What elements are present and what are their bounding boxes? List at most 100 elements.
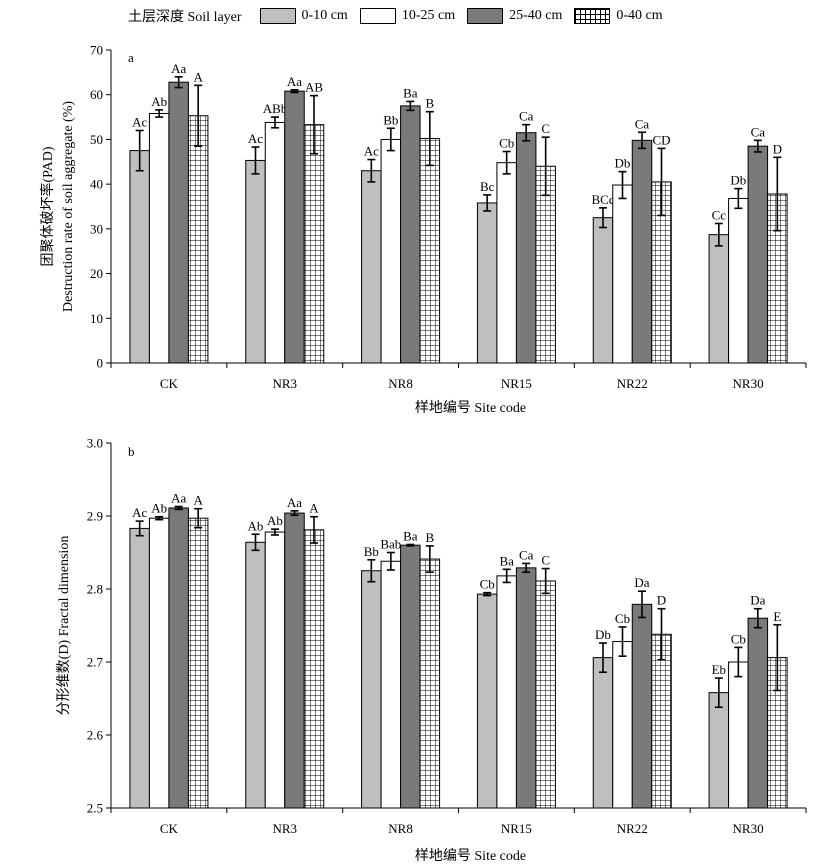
panel-label: b bbox=[128, 444, 135, 459]
bar-0-40cm bbox=[303, 124, 325, 364]
significance-label: Cc bbox=[712, 207, 727, 222]
significance-label: BCc bbox=[591, 192, 614, 207]
significance-label: Ab bbox=[248, 518, 264, 533]
significance-label: Aa bbox=[171, 61, 186, 76]
bar-0-10cm bbox=[129, 527, 150, 809]
significance-label: D bbox=[773, 141, 782, 156]
legend-swatch-0-40cm bbox=[574, 8, 611, 24]
y-tick-label: 40 bbox=[90, 177, 103, 192]
significance-label: Cb bbox=[615, 611, 630, 626]
x-tick-label: NR3 bbox=[272, 376, 297, 391]
y-tick-label: 10 bbox=[90, 311, 103, 326]
significance-label: Bb bbox=[383, 112, 398, 127]
significance-label: A bbox=[193, 69, 203, 84]
y-tick-label: 2.9 bbox=[87, 509, 103, 524]
bar-0-10cm bbox=[708, 234, 730, 364]
significance-label: CD bbox=[652, 132, 670, 147]
bar-10-25cm bbox=[148, 517, 170, 809]
significance-label: Ac bbox=[364, 144, 379, 159]
bar-25-40cm bbox=[747, 617, 769, 809]
significance-label: Bab bbox=[380, 537, 401, 552]
bar-0-40cm bbox=[303, 529, 325, 809]
y-tick-label: 2.8 bbox=[87, 582, 103, 597]
bar-25-40cm bbox=[400, 544, 421, 809]
significance-label: A bbox=[193, 493, 203, 508]
legend-swatch-10-25cm bbox=[359, 8, 396, 24]
significance-label: Eb bbox=[712, 662, 726, 677]
y-tick-label: 3.0 bbox=[87, 436, 103, 451]
panel-label: a bbox=[128, 50, 134, 65]
y-axis-label: 团聚体破坏率(PAD) bbox=[39, 146, 56, 266]
y-tick-label: 2.5 bbox=[87, 801, 103, 816]
bar-0-10cm bbox=[592, 217, 614, 364]
chart-panel-a: 0 10 20 30 40 50 60 70 a 团聚体破坏率(PAD) Destruction r… bbox=[39, 43, 807, 416]
bar-10-25cm bbox=[728, 661, 749, 809]
bar-0-10cm bbox=[592, 657, 614, 809]
significance-label: AB bbox=[305, 80, 323, 95]
significance-label: D bbox=[657, 593, 666, 608]
bar-0-40cm bbox=[535, 580, 556, 809]
legend-label-0-10cm: 0-10 cm bbox=[301, 8, 348, 23]
legend-label-10-25cm: 10-25 cm bbox=[401, 8, 456, 23]
legend-item-25-40cm: 25-40 cm bbox=[467, 8, 562, 24]
y-tick-label: 60 bbox=[90, 87, 103, 102]
bar-0-40cm bbox=[419, 558, 441, 809]
y-tick-label: 20 bbox=[90, 266, 103, 281]
x-tick-label: NR22 bbox=[617, 821, 648, 836]
significance-label: Db bbox=[730, 173, 746, 188]
y-tick-label: 30 bbox=[90, 221, 103, 236]
x-tick-label: NR3 bbox=[272, 821, 297, 836]
significance-label: Bb bbox=[364, 544, 379, 559]
legend-item-0-40cm: 0-40 cm bbox=[574, 8, 663, 24]
bar-10-25cm bbox=[496, 162, 517, 364]
significance-label: Ca bbox=[519, 109, 534, 124]
bar-0-10cm bbox=[245, 159, 266, 364]
bar-0-40cm bbox=[419, 138, 441, 364]
bar-10-25cm bbox=[380, 560, 402, 809]
bar-10-25cm bbox=[148, 112, 170, 364]
significance-label: Db bbox=[595, 627, 611, 642]
legend-label-0-40cm: 0-40 cm bbox=[616, 8, 663, 23]
bar-0-10cm bbox=[361, 570, 382, 809]
x-tick-label: NR8 bbox=[388, 376, 413, 391]
significance-label: Ba bbox=[403, 85, 418, 100]
y-axis-label-secondary: Destruction rate of soil aggregate (%) bbox=[61, 101, 76, 312]
significance-label: Aa bbox=[171, 491, 186, 506]
significance-label: B bbox=[425, 96, 434, 111]
chart-panel-b: 2.5 2.6 2.7 2.8 2.9 3.0 b 分形维数(D) Fractal dimen… bbox=[56, 436, 807, 864]
bar-10-25cm bbox=[496, 575, 517, 809]
bar-25-40cm bbox=[515, 567, 537, 809]
bar-0-10cm bbox=[708, 692, 730, 809]
significance-label: Ac bbox=[248, 131, 263, 146]
significance-label: C bbox=[541, 553, 550, 568]
bar-25-40cm bbox=[284, 90, 305, 364]
bar-10-25cm bbox=[380, 138, 402, 364]
bar-0-10cm bbox=[476, 202, 498, 364]
bar-25-40cm bbox=[631, 603, 653, 809]
significance-label: Da bbox=[750, 593, 765, 608]
bar-0-10cm bbox=[476, 593, 498, 809]
significance-label: C bbox=[541, 121, 550, 136]
legend-item-0-10cm: 0-10 cm bbox=[259, 8, 348, 24]
y-tick-label: 2.6 bbox=[87, 728, 104, 743]
legend-label-25-40cm: 25-40 cm bbox=[509, 8, 563, 23]
x-tick-label: NR30 bbox=[733, 821, 764, 836]
x-tick-label: NR8 bbox=[388, 821, 413, 836]
significance-label: Bc bbox=[480, 179, 495, 194]
significance-label: Ab bbox=[151, 94, 167, 109]
bar-10-25cm bbox=[728, 197, 749, 364]
x-tick-label: NR22 bbox=[617, 376, 648, 391]
significance-label: Aa bbox=[287, 74, 302, 89]
x-tick-label: NR15 bbox=[501, 821, 532, 836]
y-tick-label: 2.7 bbox=[87, 655, 104, 670]
significance-label: Aa bbox=[287, 495, 302, 510]
bar-25-40cm bbox=[168, 81, 189, 364]
bar-10-25cm bbox=[264, 121, 286, 364]
significance-label: Ca bbox=[635, 116, 650, 131]
bar-0-10cm bbox=[245, 541, 266, 809]
bar-0-40cm bbox=[187, 115, 209, 364]
bar-25-40cm bbox=[747, 145, 769, 364]
significance-label: B bbox=[425, 530, 434, 545]
bar-25-40cm bbox=[400, 105, 421, 364]
